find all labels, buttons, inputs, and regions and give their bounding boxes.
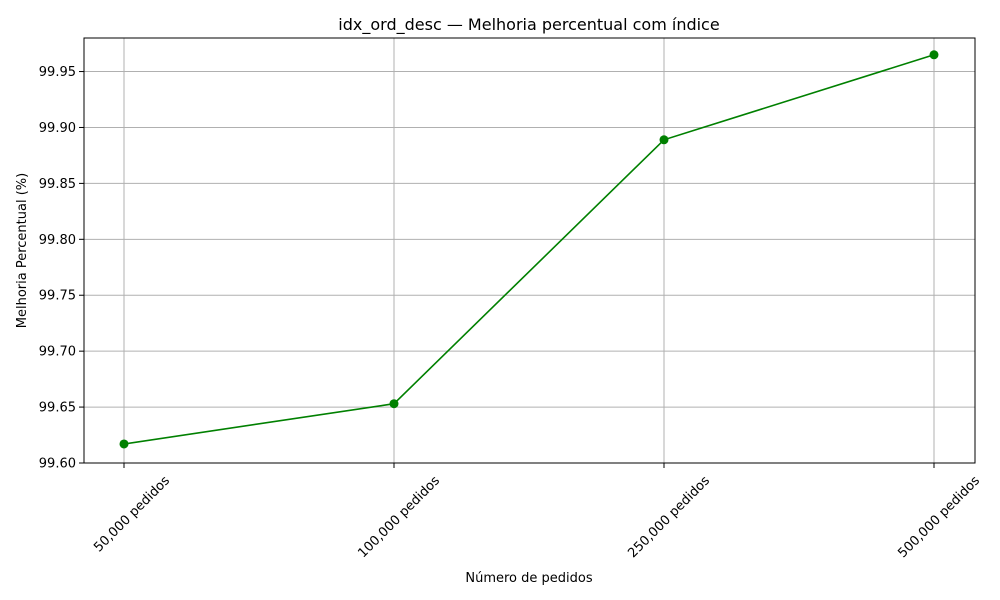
plot-frame — [83, 37, 976, 464]
data-point — [929, 50, 939, 60]
chart-title: idx_ord_desc — Melhoria percentual com í… — [338, 15, 719, 35]
series-line — [123, 54, 935, 445]
data-point — [119, 439, 129, 449]
x-tick-label: 500,000 pedidos — [895, 473, 983, 561]
y-axis-label: Melhoria Percentual (%) — [15, 173, 30, 328]
data-point — [659, 135, 669, 145]
y-tick-label: 99.85 — [39, 177, 76, 192]
y-tick-label: 99.70 — [39, 345, 76, 360]
y-tick-label: 99.95 — [39, 65, 76, 80]
y-tick-label: 99.80 — [39, 233, 76, 248]
series-layer — [119, 50, 939, 449]
y-tick-label: 99.75 — [39, 289, 76, 304]
x-tick-label: 100,000 pedidos — [355, 473, 443, 561]
y-tick-label: 99.65 — [39, 401, 76, 416]
y-tick-label: 99.60 — [39, 457, 76, 472]
x-axis: 50,000 pedidos 100,000 pedidos 250,000 ped… — [91, 463, 983, 561]
grid-layer — [84, 38, 975, 464]
y-axis: 99.60 99.65 99.70 99.75 99.80 99.85 99.90 99.95 — [39, 65, 84, 472]
x-axis-label: Número de pedidos — [465, 571, 592, 586]
x-tick-label: 250,000 pedidos — [625, 473, 713, 561]
data-point — [389, 399, 399, 409]
x-tick-label: 50,000 pedidos — [91, 473, 173, 555]
y-tick-label: 99.90 — [39, 121, 76, 136]
